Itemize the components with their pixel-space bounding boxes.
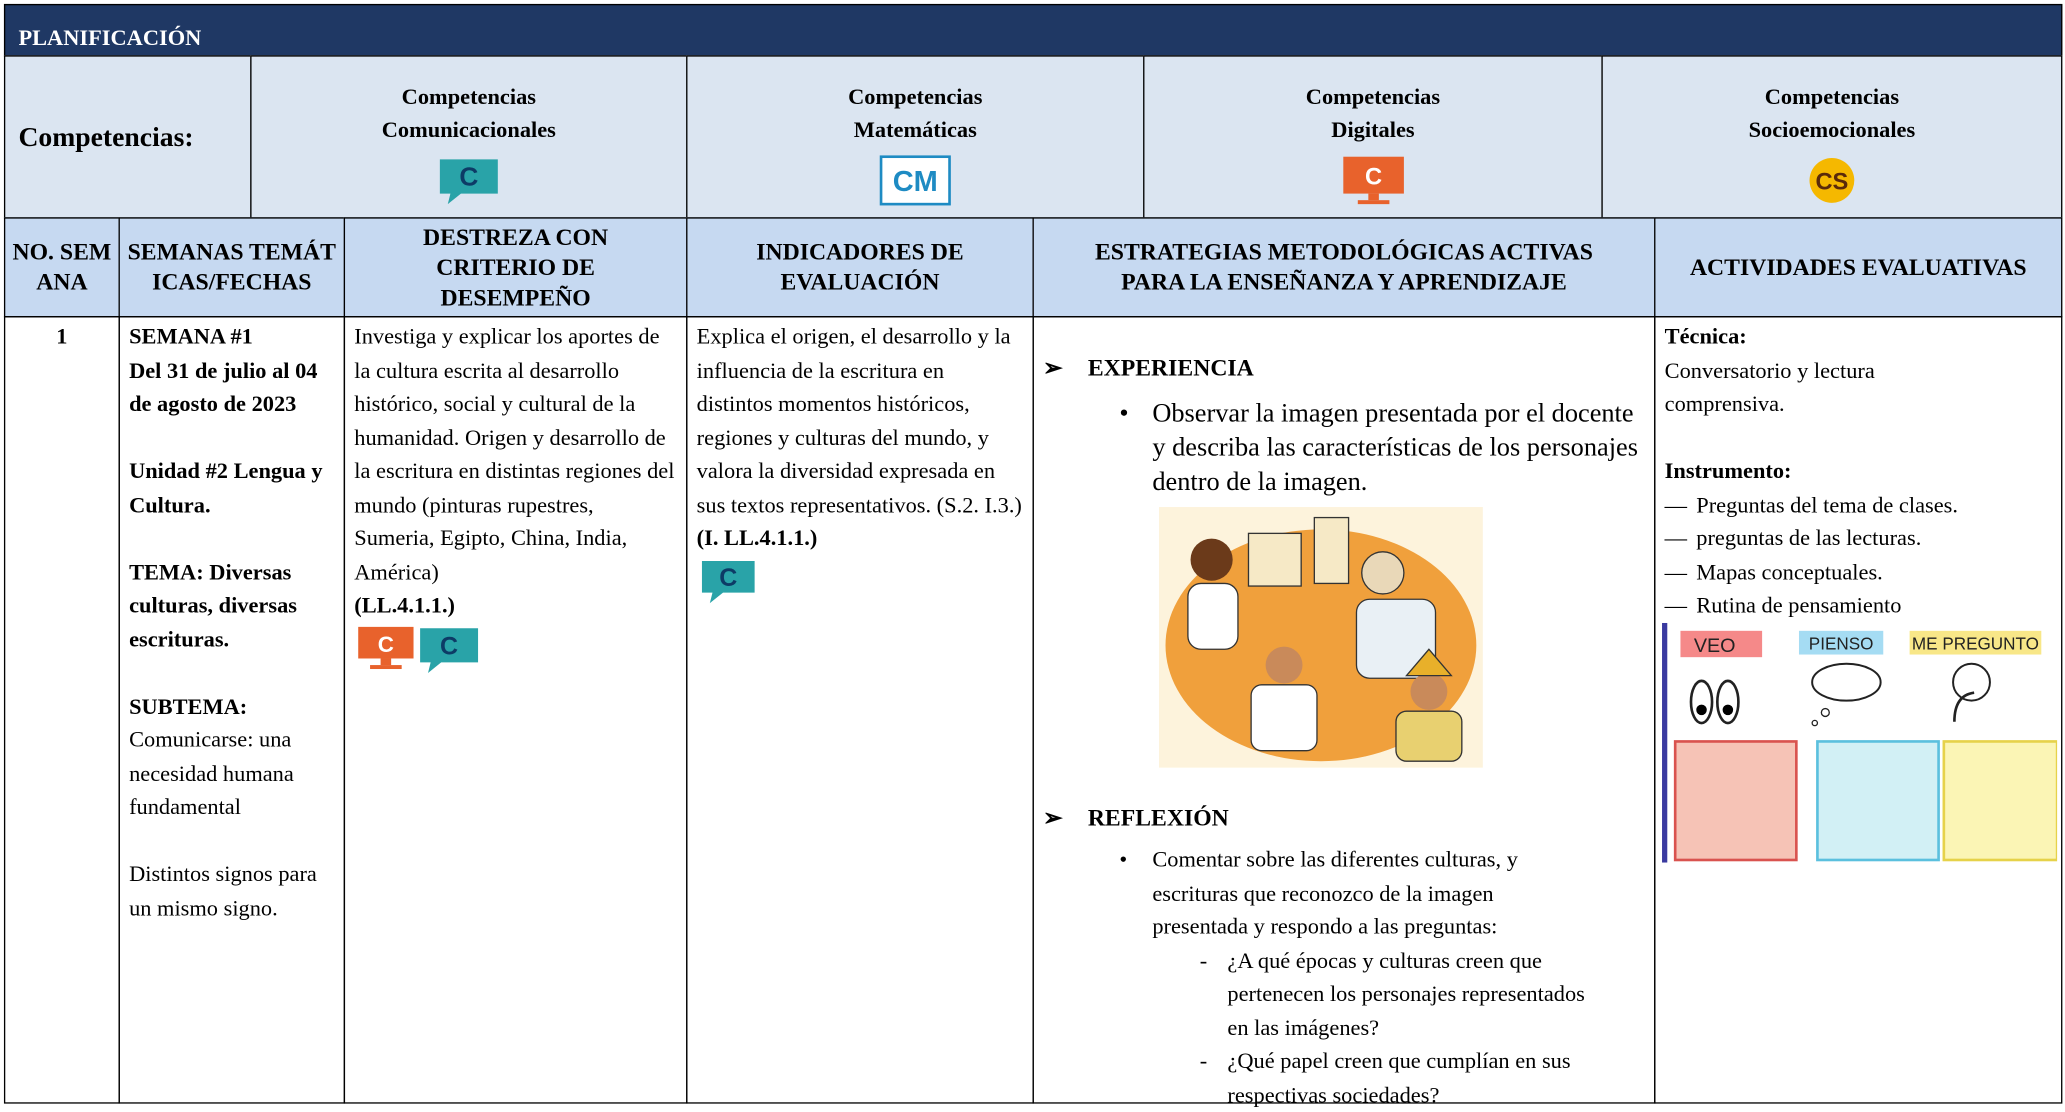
destreza-code: (LL.4.1.1.) [354,592,456,618]
icon-comunicacional: C [439,159,498,205]
instrumento: preguntas de las lecturas. [1665,522,2052,556]
header-cell: SEMANAS TEMÁTICAS/FECHAS [118,217,346,318]
routine-label: VEO [1694,634,1736,656]
competencia: Competencias Comunicacionales C [250,55,688,219]
header-cell: NO. SEMANA [3,217,120,318]
instrumento: Preguntas del tema de clases. [1665,488,2052,522]
week-title: SEMANA #1 [129,323,253,349]
estrategias-cell: EXPERIENCIA Observar la imagen presentad… [1032,316,1656,1107]
illustration [1158,506,1483,768]
routine-worksheet: VEO PIENSO ME PREGUNTO [1662,622,2058,862]
week-cell: SEMANA #1 Del 31 de julio al 04 de agost… [118,316,346,1104]
document-title: PLANIFICACIÓN [3,3,2063,57]
header-cell: ACTIVIDADES EVALUATIVAS [1654,217,2063,318]
instrumento-label: Instrumento: [1664,458,1792,484]
competencia: Competencias Socioemocionales CS [1601,55,2063,219]
competencias-label: Competencias: [3,55,252,219]
line: Competencias [401,84,536,110]
destreza-text: Investiga y explicar los aportes de la c… [354,323,675,585]
icon-text: C [440,632,458,660]
tecnica-label: Técnica: [1664,323,1747,349]
header-cell: ESTRATEGIAS METODOLÓGICAS ACTIVAS PARA L… [1032,217,1656,318]
icon-text: CS [1815,170,1848,196]
question: ¿Qué papel creen que cumplían en sus res… [1043,1044,1592,1111]
line: Digitales [1331,117,1415,143]
week-number: 1 [3,316,120,1104]
icon-digital: C [1342,156,1404,205]
unit: Unidad #2 Lengua y Cultura. [129,458,323,517]
destreza-cell: Investiga y explicar los aportes de la c… [343,316,688,1104]
routine-label: ME PREGUNTO [1912,634,2039,653]
indicador-icon: C [701,560,755,603]
line: Comunicacionales [381,117,556,143]
competencia: Competencias Digitales C [1143,55,1603,219]
indicador-cell: Explica el origen, el desarrollo y la in… [686,316,1034,1104]
reflexion-title: REFLEXIÓN [1043,801,1645,835]
line: Socioemocionales [1748,117,1916,143]
subtema-label: SUBTEMA: [129,693,248,719]
question: ¿A qué épocas y culturas creen que perte… [1043,944,1592,1045]
indicador-code: (I. LL.4.1.1.) [696,525,818,551]
icon-text: C [378,631,394,656]
line: Matemáticas [853,117,977,143]
icon-text: C [459,162,478,192]
label: Competencias: [18,120,194,153]
icon-text: CM [893,166,938,198]
experiencia-title: EXPERIENCIA [1043,352,1645,386]
instrumento: Mapas conceptuales. [1665,555,2052,589]
instrumento: Rutina de pensamiento [1665,589,2052,623]
competencia: Competencias Matemáticas CM [686,55,1145,219]
line: Competencias [1305,84,1441,110]
icon-text: C [719,563,737,591]
routine-label: PIENSO [1809,634,1874,653]
experiencia-bullet: Observar la imagen presentada por el doc… [1043,396,1645,499]
subtema: Comunicarse: una necesidad humana fundam… [129,726,294,820]
week-dates: Del 31 de julio al 04 de agosto de 2023 [129,357,318,417]
icon-socioemocional: CS [1809,158,1855,203]
reflexion-bullet: Comentar sobre las diferentes culturas, … [1043,843,1645,944]
indicador-text: Explica el origen, el desarrollo y la in… [696,323,1022,517]
tema: TEMA: Diversas culturas, diversas escrit… [129,559,297,652]
note: Distintos signos para un mismo signo. [129,861,317,920]
line: Competencias [848,84,983,110]
icon-text: C [1364,164,1381,190]
header-cell: INDICADORES DE EVALUACIÓN [686,217,1034,318]
header-cell: DESTREZA CON CRITERIO DE DESEMPEÑO [343,217,688,318]
actividades-cell: Técnica: Conversatorio y lectura compren… [1654,316,2063,1104]
line: Competencias [1764,84,1900,110]
icon-matematica: CM [879,155,951,206]
tecnica: Conversatorio y lectura comprensiva. [1664,357,1875,417]
